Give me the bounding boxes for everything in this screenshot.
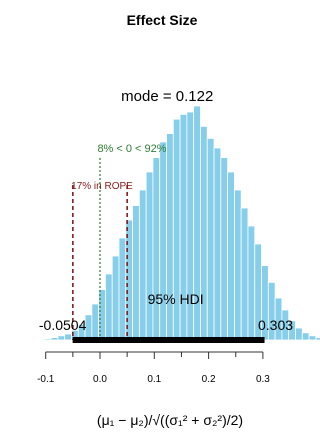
hdi-low-label: -0.0504 (39, 317, 87, 333)
histogram-bar (153, 158, 160, 340)
mode-label: mode = 0.122 (121, 88, 213, 105)
histogram-bar (295, 328, 302, 340)
histogram-bar (228, 172, 235, 340)
x-tick-label: 0.3 (256, 374, 270, 385)
histogram-bar (58, 336, 65, 340)
histogram-bar (316, 338, 320, 340)
histogram-bar (112, 256, 119, 340)
histogram-bar (248, 226, 255, 340)
histogram-bar (234, 190, 241, 340)
histogram-bar (302, 333, 309, 340)
histogram-bar (200, 126, 207, 340)
histogram-bar (241, 208, 248, 340)
comparison-label: 8% < 0 < 92% (97, 143, 166, 155)
x-tick-label: 0.2 (202, 374, 216, 385)
x-axis: -0.1 0.0 0.1 0.2 0.3 (37, 352, 270, 385)
histogram-bar (119, 238, 126, 340)
x-axis-label: (μ₁ − μ₂)/√((σ₁² + σ₂²)/2) (97, 412, 243, 428)
histogram-bar (221, 158, 228, 340)
x-tick-label: 0.0 (93, 374, 107, 385)
chart-title: Effect Size (127, 12, 198, 28)
histogram-bar (146, 172, 153, 340)
histogram-bar (139, 190, 146, 340)
x-tick-label: -0.1 (37, 374, 55, 385)
histogram-bar (214, 148, 221, 340)
histogram-bar (160, 142, 167, 340)
hdi-high-label: 0.303 (258, 317, 293, 333)
x-tick-label: 0.1 (147, 374, 161, 385)
histogram-bar (105, 274, 112, 340)
histogram-bar (44, 339, 51, 340)
histogram-bar (167, 134, 174, 340)
histogram-bar (65, 334, 72, 340)
histogram-bar (133, 206, 140, 340)
histogram-bar (38, 339, 45, 340)
hdi-label: 95% HDI (148, 291, 204, 307)
rope-label: 17% in ROPE (71, 181, 133, 192)
histogram-bar (51, 338, 58, 340)
histogram-bar (92, 304, 99, 340)
histogram-bar (309, 336, 316, 340)
histogram-bar (207, 138, 214, 340)
